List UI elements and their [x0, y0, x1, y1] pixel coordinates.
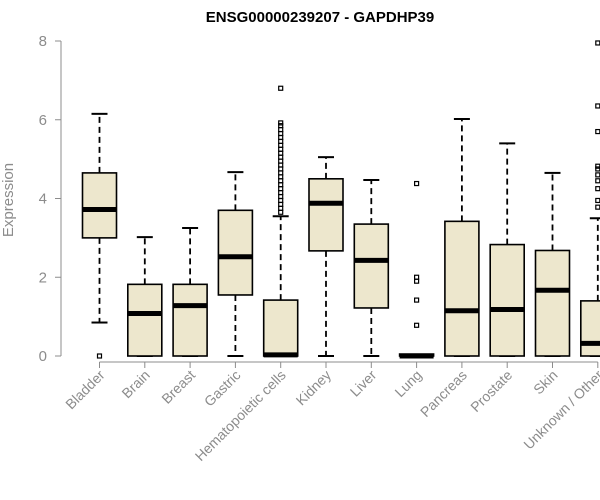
- box-iqr: [217, 209, 254, 296]
- y-axis-label: Expression: [0, 163, 17, 237]
- outlier-point: [595, 204, 600, 210]
- outlier-point: [278, 120, 284, 126]
- y-tick-label: 4: [39, 191, 47, 208]
- outlier-point: [414, 180, 420, 187]
- x-tick-label: Breast: [158, 367, 198, 407]
- outlier-point: [278, 85, 284, 91]
- box-iqr: [579, 300, 600, 357]
- outlier-point: [595, 178, 600, 184]
- y-tick-label: 6: [39, 112, 47, 129]
- outlier-point: [278, 123, 284, 129]
- y-axis: 0 2 4 6 8: [39, 33, 62, 365]
- x-tick-label: Brain: [118, 367, 152, 401]
- outlier-point: [414, 322, 420, 328]
- x-tick-label: Lung: [391, 367, 424, 400]
- outlier-point: [414, 297, 420, 303]
- x-tick-label: Prostate: [467, 367, 515, 415]
- y-tick-label: 8: [39, 33, 47, 50]
- boxes: [81, 40, 600, 359]
- x-tick-label: Unknown / Other: [520, 367, 600, 453]
- box-iqr: [444, 220, 480, 357]
- box-iqr: [262, 299, 299, 357]
- y-tick-label: 0: [39, 348, 47, 365]
- outlier-point: [595, 197, 600, 204]
- box-iqr: [127, 283, 163, 357]
- y-tick-label: 2: [39, 269, 47, 286]
- box-group: [262, 85, 299, 358]
- box-group: [127, 236, 163, 357]
- outlier-point: [595, 172, 600, 178]
- box-iqr: [81, 172, 118, 239]
- box-iqr: [534, 249, 571, 357]
- box-group: [579, 40, 600, 357]
- box-group: [353, 178, 390, 357]
- outlier-point: [595, 40, 600, 46]
- x-tick-label: Skin: [530, 367, 561, 398]
- x-tick-label: Gastric: [201, 367, 244, 410]
- outlier-point: [96, 353, 103, 359]
- box-group: [308, 156, 344, 357]
- box-iqr: [172, 283, 208, 357]
- x-tick-label: Bladder: [62, 367, 108, 413]
- outlier-point: [595, 128, 600, 135]
- box-group: [81, 112, 118, 359]
- box-group: [489, 142, 526, 357]
- chart-title: ENSG00000239207 - GAPDHP39: [206, 9, 434, 26]
- x-tick-label: Liver: [347, 367, 380, 400]
- x-tick-label: Kidney: [293, 367, 335, 409]
- outlier-point: [595, 163, 600, 169]
- x-tick-label: Pancreas: [417, 367, 470, 420]
- outlier-point: [595, 186, 600, 192]
- box-group: [398, 180, 435, 359]
- outlier-point: [595, 103, 600, 109]
- outlier-point: [414, 274, 420, 280]
- box-group: [534, 171, 571, 357]
- box-group: [172, 227, 208, 357]
- box-iqr: [308, 178, 344, 252]
- box-iqr: [353, 223, 390, 309]
- box-iqr: [489, 243, 526, 357]
- box-group: [217, 171, 254, 357]
- box-group: [444, 117, 480, 357]
